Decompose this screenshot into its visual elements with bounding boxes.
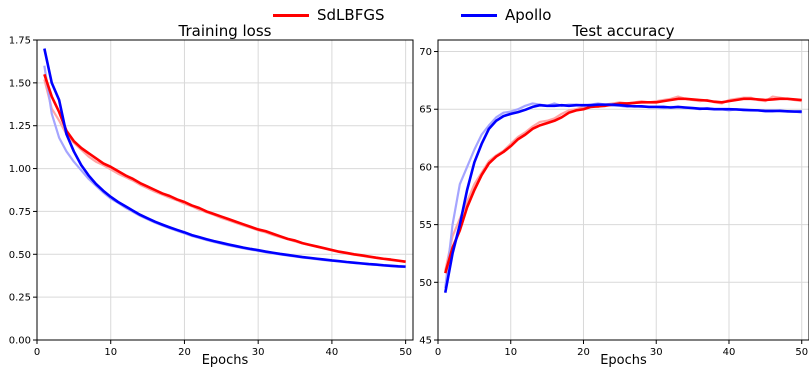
acc-x-tick-label-1: 10 (504, 347, 517, 358)
loss-chart-title: Training loss (178, 22, 272, 40)
legend-swatch-sdlbfgs (273, 13, 309, 17)
loss-y-tick-label-5: 1.25 (9, 121, 31, 132)
acc-y-tick-label-2: 55 (419, 220, 432, 231)
loss-raw-series-line-1 (43, 65, 406, 269)
loss-y-tick-label-0: 0.00 (9, 336, 31, 347)
acc-raw-series-line-1 (444, 102, 802, 289)
loss-series-line-sdlbfgs (43, 73, 406, 263)
acc-x-tick-label-5: 50 (795, 347, 808, 358)
legend-label-sdlbfgs: SdLBFGS (317, 6, 385, 24)
acc-x-tick-label-0: 0 (435, 347, 441, 358)
acc-x-tick-label-4: 40 (723, 347, 736, 358)
loss-y-tick-label-2: 0.50 (9, 250, 31, 261)
loss-x-tick-label-2: 20 (178, 347, 191, 358)
acc-raw-series-line-0 (444, 95, 802, 271)
loss-series-line-apollo (43, 48, 406, 268)
legend-label-apollo: Apollo (505, 6, 552, 24)
acc-y-tick-label-5: 70 (419, 47, 432, 58)
acc-y-tick-label-3: 60 (419, 162, 432, 173)
acc-x-axis-label: Epochs (600, 353, 647, 367)
acc-series-line-sdlbfgs (444, 97, 802, 274)
loss-x-tick-label-3: 30 (252, 347, 265, 358)
loss-x-tick-label-4: 40 (326, 347, 339, 358)
acc-chart-title: Test accuracy (572, 22, 675, 40)
loss-y-tick-label-4: 1.00 (9, 164, 31, 175)
acc-axes-frame (437, 39, 809, 341)
loss-x-tick-label-1: 10 (104, 347, 117, 358)
acc-x-tick-label-3: 30 (650, 347, 663, 358)
loss-x-axis-label: Epochs (202, 353, 249, 367)
loss-y-tick-label-3: 0.75 (9, 207, 31, 218)
loss-axes-frame (36, 39, 414, 341)
loss-y-tick-label-1: 0.25 (9, 293, 31, 304)
acc-y-tick-label-0: 45 (419, 336, 432, 347)
legend-item-sdlbfgs: SdLBFGS (273, 4, 384, 26)
legend-swatch-apollo (461, 13, 497, 17)
loss-y-tick-label-7: 1.75 (9, 36, 31, 47)
acc-y-tick-label-4: 65 (419, 105, 432, 116)
acc-series-line-apollo (443, 103, 802, 293)
loss-raw-series-line-0 (43, 79, 406, 264)
acc-x-tick-label-2: 20 (577, 347, 590, 358)
loss-x-tick-label-0: 0 (34, 347, 40, 358)
legend-item-apollo: Apollo (461, 4, 551, 26)
loss-y-tick-label-6: 1.50 (9, 78, 31, 89)
loss-x-tick-label-5: 50 (399, 347, 412, 358)
acc-y-tick-label-1: 50 (419, 278, 432, 289)
